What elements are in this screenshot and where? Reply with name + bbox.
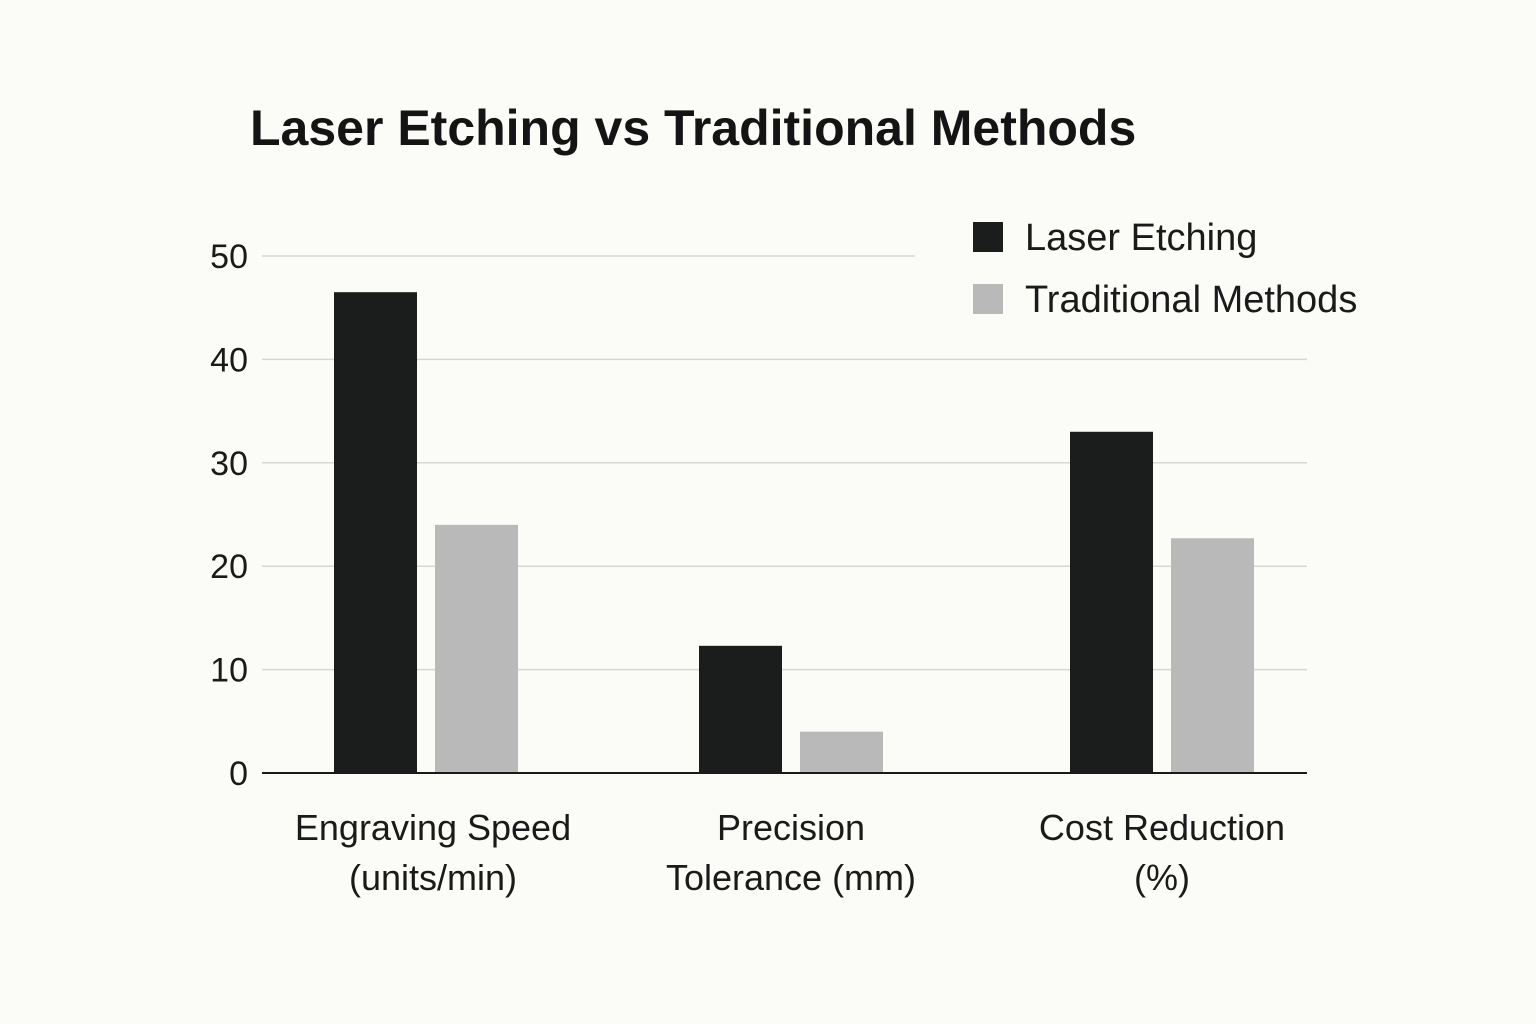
x-category-label: Cost Reduction <box>1039 807 1285 848</box>
x-category-label: Tolerance (mm) <box>666 857 916 898</box>
y-axis-ticks: 0 10 20 30 40 50 <box>210 238 248 793</box>
bar-laser-etching-2 <box>1070 431 1153 773</box>
x-category-label: Engraving Speed <box>295 807 571 848</box>
legend-label-laser-etching: Laser Etching <box>1025 217 1257 259</box>
chart-title: Laser Etching vs Traditional Methods <box>250 100 1136 156</box>
bar-traditional-methods-2 <box>1171 538 1254 773</box>
x-axis-categories: Engraving Speed (units/min) Precision Toler… <box>295 807 1285 898</box>
legend-label-traditional-methods: Traditional Methods <box>1025 279 1357 321</box>
y-tick-label: 30 <box>210 445 248 483</box>
y-tick-label: 0 <box>229 755 248 793</box>
bars <box>334 292 1254 773</box>
x-category-label: (units/min) <box>349 857 517 898</box>
legend: Laser Etching Traditional Methods <box>973 217 1357 321</box>
y-tick-label: 20 <box>210 548 248 586</box>
bar-laser-etching-0 <box>334 292 417 773</box>
legend-swatch-traditional-methods <box>973 284 1003 314</box>
bar-traditional-methods-1 <box>800 731 883 773</box>
y-tick-label: 40 <box>210 341 248 379</box>
bar-laser-etching-1 <box>699 645 782 773</box>
y-tick-label: 50 <box>210 238 248 276</box>
x-category-label: (%) <box>1134 857 1190 898</box>
y-tick-label: 10 <box>210 652 248 690</box>
bar-traditional-methods-0 <box>435 524 518 773</box>
legend-swatch-laser-etching <box>973 222 1003 252</box>
x-category-label: Precision <box>717 807 865 848</box>
